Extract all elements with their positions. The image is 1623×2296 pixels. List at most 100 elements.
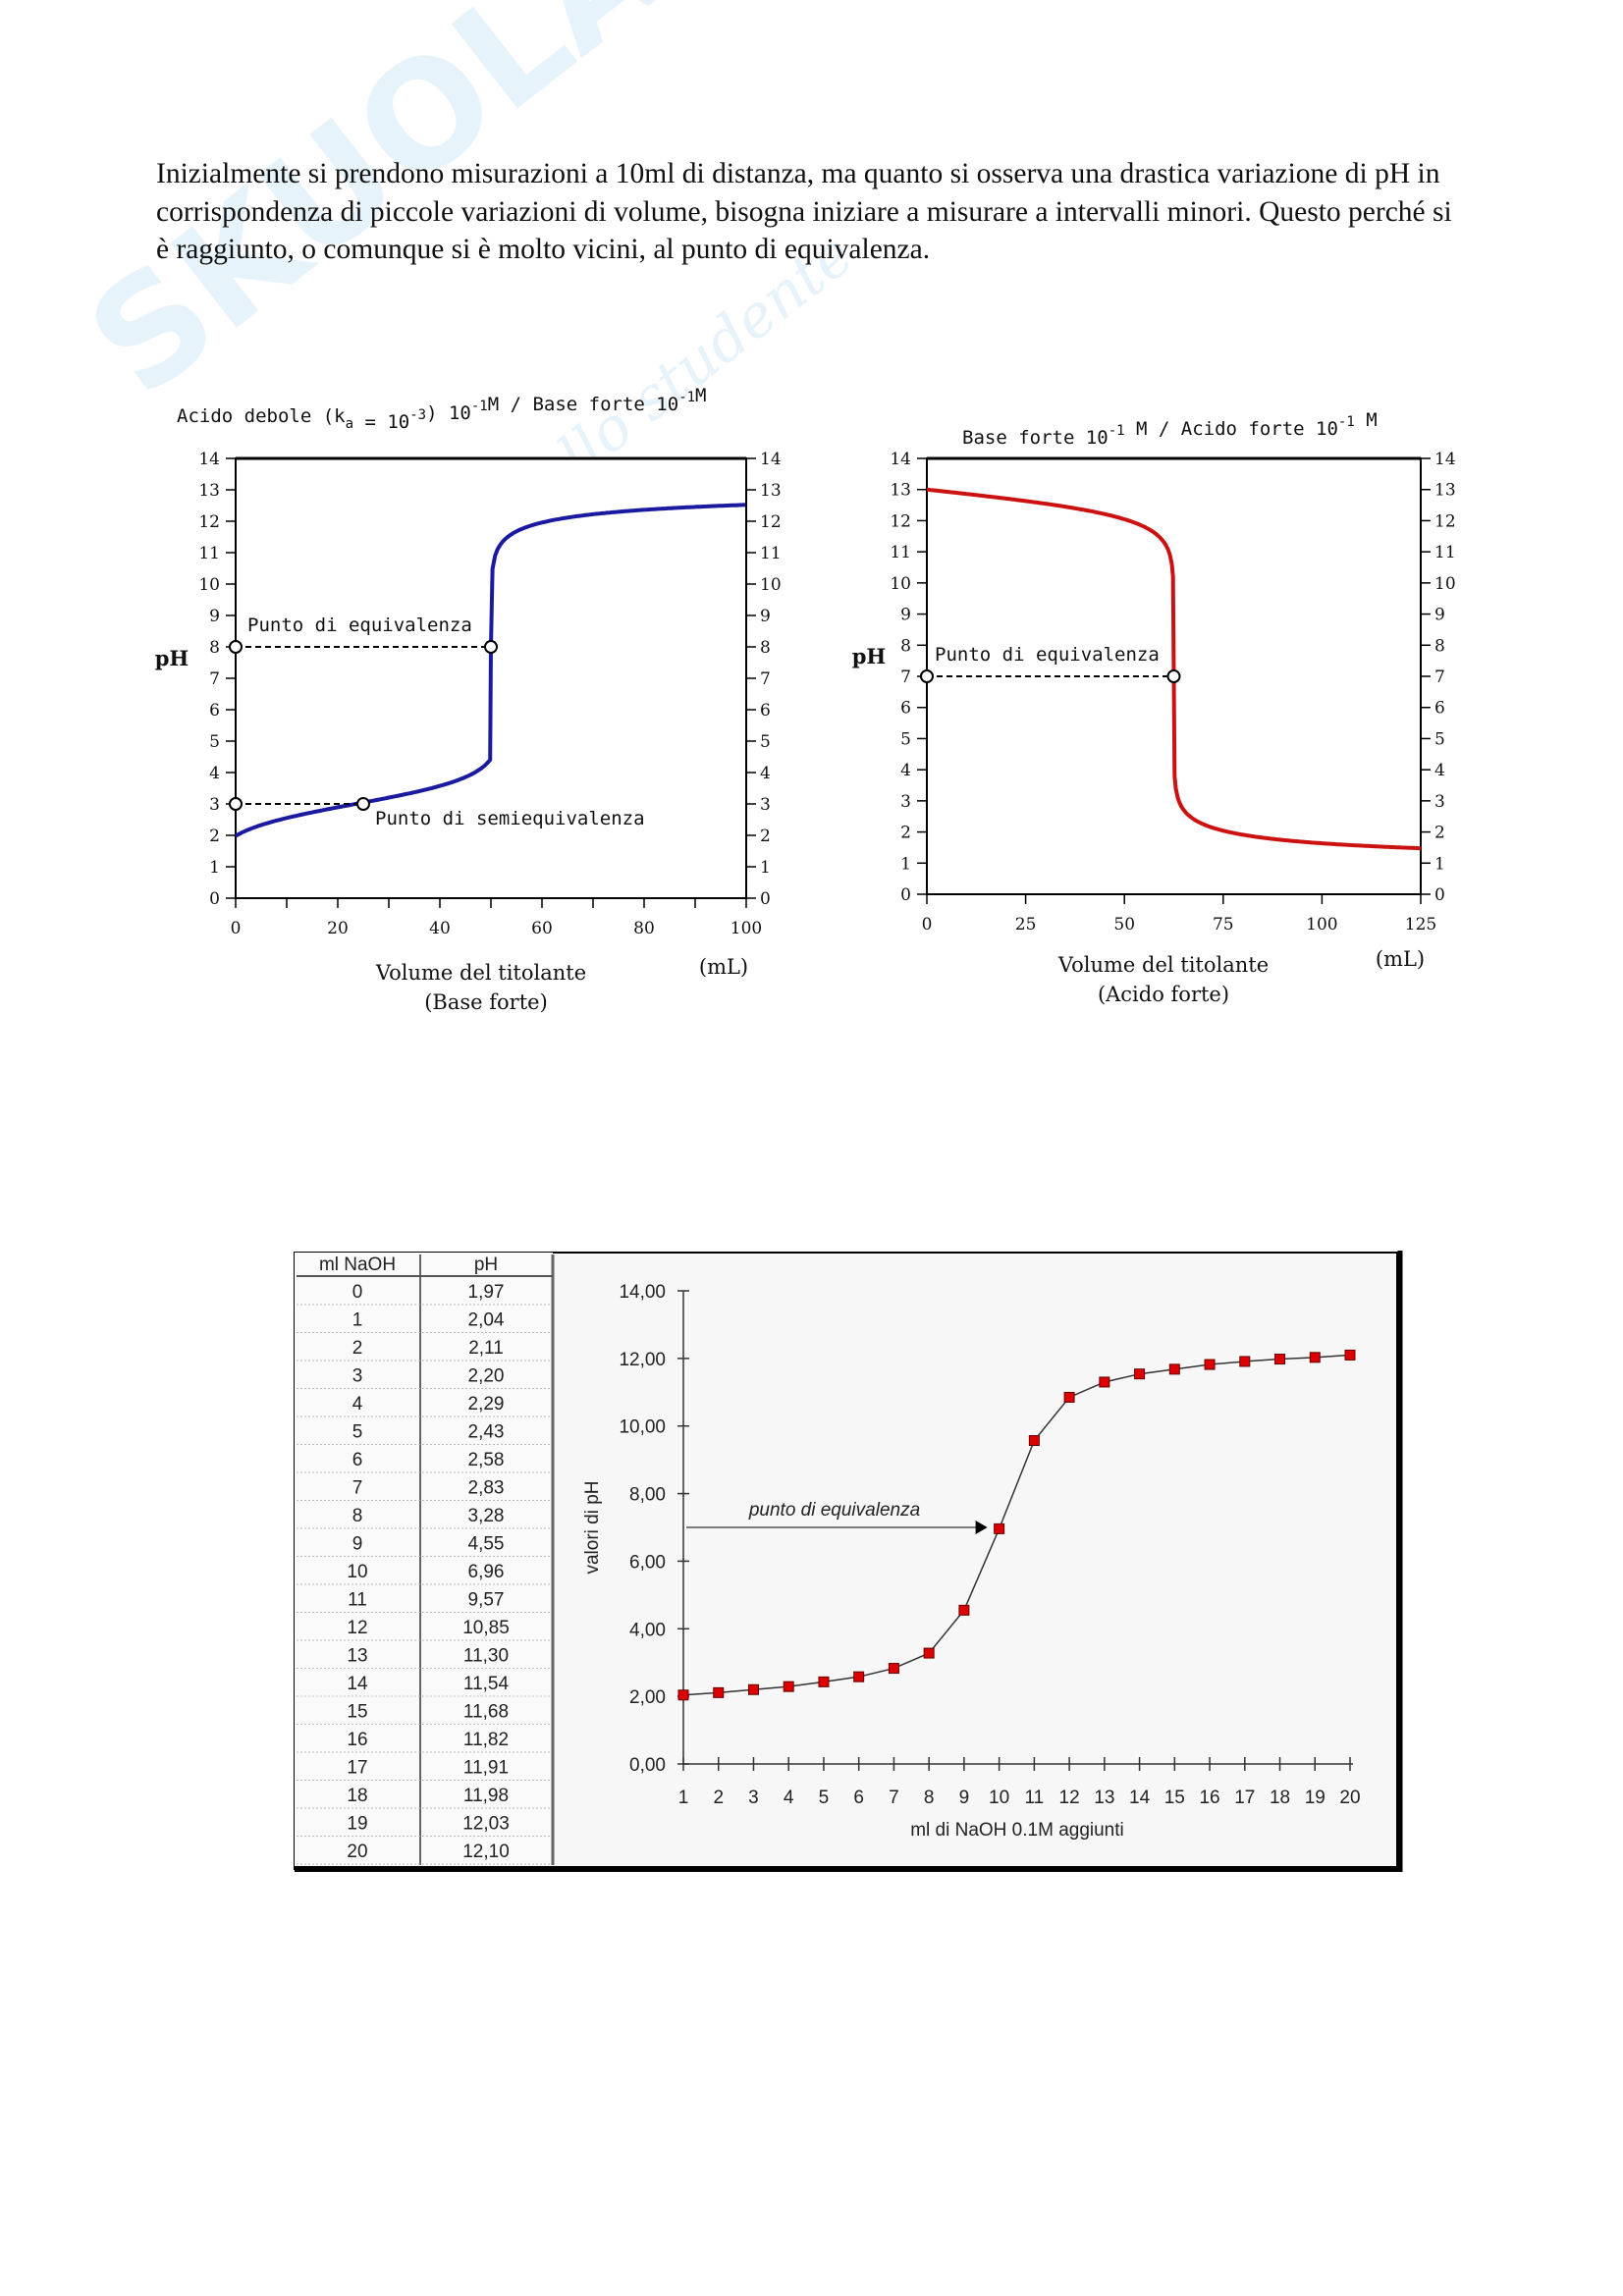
left-ytick-label-right: 3 bbox=[760, 795, 771, 815]
right-ytick-label-right: 2 bbox=[1434, 824, 1445, 843]
table-cell-ph: 1,97 bbox=[468, 1282, 505, 1303]
scatter-point bbox=[923, 1647, 935, 1659]
right-ytick-label-left: 3 bbox=[900, 792, 911, 812]
left-ytick-label-right: 14 bbox=[760, 450, 782, 469]
scatter-ylabel: valori di pH bbox=[582, 1480, 603, 1574]
left-ylabel: pH bbox=[155, 646, 189, 670]
scatter-point bbox=[853, 1671, 865, 1682]
right-ytick-label-left: 9 bbox=[900, 606, 911, 625]
right-ytick-label-left: 1 bbox=[900, 854, 911, 874]
scatter-xtick-label: 16 bbox=[1199, 1788, 1219, 1808]
scatter-xtick-label: 15 bbox=[1164, 1788, 1185, 1808]
table-cell-ml: 11 bbox=[348, 1590, 367, 1611]
scatter-xtick-label: 3 bbox=[748, 1788, 759, 1808]
right-ytick-label-left: 0 bbox=[900, 885, 911, 905]
table-cell-ph: 11,82 bbox=[463, 1730, 509, 1750]
left-ytick-label-right: 2 bbox=[760, 827, 771, 846]
right-xlabel-2: (Acido forte) bbox=[1098, 983, 1229, 1006]
right-xtick-label: 75 bbox=[1213, 915, 1234, 934]
table-cell-ml: 1 bbox=[352, 1310, 363, 1331]
scatter-point bbox=[747, 1683, 759, 1695]
right-ytick-label-left: 13 bbox=[890, 481, 911, 501]
right-xtick-label: 25 bbox=[1015, 915, 1037, 934]
scatter-point bbox=[888, 1663, 899, 1675]
left-equivalence-label: Punto di equivalenza bbox=[247, 614, 472, 636]
scatter-xtick-label: 12 bbox=[1059, 1788, 1080, 1808]
table-cell-ml: 17 bbox=[347, 1758, 367, 1779]
scatter-xtick-label: 20 bbox=[1339, 1788, 1360, 1808]
left-marker-circle bbox=[229, 797, 243, 811]
left-xtick-label: 20 bbox=[327, 919, 349, 938]
table-header-ml: ml NaOH bbox=[319, 1255, 396, 1275]
equivalence-arrow-head bbox=[975, 1521, 988, 1534]
left-xlabel-2: (Base forte) bbox=[424, 990, 548, 1014]
scatter-xtick-label: 14 bbox=[1129, 1788, 1151, 1808]
table-cell-ph: 4,55 bbox=[468, 1534, 505, 1555]
table-cell-ml: 7 bbox=[352, 1478, 363, 1499]
right-ytick-label-right: 12 bbox=[1434, 511, 1456, 531]
right-xtick-label: 125 bbox=[1405, 915, 1436, 934]
left-ytick-label-left: 4 bbox=[209, 764, 220, 783]
scatter-point bbox=[1134, 1368, 1146, 1380]
table-cell-ml: 19 bbox=[347, 1814, 367, 1835]
scatter-point bbox=[1168, 1363, 1180, 1375]
table-cell-ml: 9 bbox=[352, 1534, 363, 1555]
left-ytick-label-right: 1 bbox=[760, 858, 771, 878]
left-xtick-label: 40 bbox=[429, 919, 451, 938]
table-cell-ph: 6,96 bbox=[468, 1562, 505, 1582]
left-ytick-label-left: 8 bbox=[209, 638, 220, 658]
table-cell-ml: 3 bbox=[352, 1366, 363, 1387]
scatter-xtick-label: 5 bbox=[819, 1788, 830, 1808]
left-ytick-label-left: 1 bbox=[209, 858, 220, 878]
right-ytick-label-left: 12 bbox=[890, 511, 911, 531]
right-ytick-label-right: 3 bbox=[1434, 792, 1445, 812]
right-ytick-label-right: 1 bbox=[1434, 854, 1445, 874]
left-ytick-label-right: 10 bbox=[760, 575, 782, 595]
left-marker-circle bbox=[356, 797, 370, 811]
right-ytick-label-right: 5 bbox=[1434, 729, 1445, 749]
table-cell-ph: 2,29 bbox=[468, 1394, 505, 1415]
left-ytick-label-right: 5 bbox=[760, 732, 771, 752]
scatter-point bbox=[1063, 1391, 1075, 1403]
scatter-point bbox=[1099, 1376, 1110, 1388]
left-ytick-label-right: 7 bbox=[760, 669, 771, 689]
left-xtick-label: 0 bbox=[231, 919, 242, 938]
scatter-point bbox=[1204, 1359, 1216, 1370]
left-ytick-label-left: 10 bbox=[198, 575, 220, 595]
left-xtick-label: 60 bbox=[531, 919, 553, 938]
scatter-point bbox=[994, 1522, 1005, 1534]
left-ytick-label-right: 0 bbox=[760, 889, 771, 909]
right-xunit: (mL) bbox=[1376, 947, 1425, 971]
left-ytick-label-right: 8 bbox=[760, 638, 771, 658]
scatter-point bbox=[783, 1681, 794, 1692]
table-cell-ml: 14 bbox=[347, 1674, 368, 1694]
right-ytick-label-left: 2 bbox=[900, 824, 911, 843]
left-ytick-label-left: 0 bbox=[209, 889, 220, 909]
left-ytick-label-left: 12 bbox=[198, 512, 220, 532]
left-ytick-label-left: 3 bbox=[209, 795, 220, 815]
table-cell-ph: 11,91 bbox=[463, 1758, 509, 1779]
right-ytick-label-left: 4 bbox=[900, 761, 911, 780]
table-cell-ph: 12,03 bbox=[462, 1814, 510, 1835]
scatter-point bbox=[1274, 1354, 1286, 1365]
right-ytick-label-right: 0 bbox=[1434, 885, 1445, 905]
right-ytick-label-right: 7 bbox=[1434, 667, 1445, 687]
right-xlabel: Volume del titolante bbox=[1057, 953, 1269, 977]
scatter-point bbox=[1028, 1435, 1040, 1447]
table-cell-ml: 5 bbox=[352, 1422, 363, 1443]
right-chart-title: Base forte 10-1 M / Acido forte 10-1 M bbox=[962, 409, 1378, 449]
left-ytick-label-left: 11 bbox=[198, 544, 220, 563]
intro-paragraph: Inizialmente si prendono misurazioni a 1… bbox=[156, 158, 1452, 265]
table-cell-ph: 11,98 bbox=[463, 1786, 509, 1806]
scatter-xtick-label: 2 bbox=[713, 1788, 724, 1808]
left-xunit: (mL) bbox=[699, 955, 748, 979]
scatter-point bbox=[1239, 1356, 1251, 1367]
scatter-xtick-label: 1 bbox=[678, 1788, 689, 1808]
data-table-background bbox=[295, 1253, 553, 1869]
table-cell-ph: 12,10 bbox=[462, 1842, 510, 1862]
scatter-xtick-label: 8 bbox=[924, 1788, 935, 1808]
left-marker-circle bbox=[484, 640, 498, 654]
left-ytick-label-right: 13 bbox=[760, 481, 782, 501]
left-chart-title: Acido debole (ka = 10-3) 10-1M / Base fo… bbox=[177, 385, 707, 433]
left-ytick-label-left: 9 bbox=[209, 607, 220, 626]
